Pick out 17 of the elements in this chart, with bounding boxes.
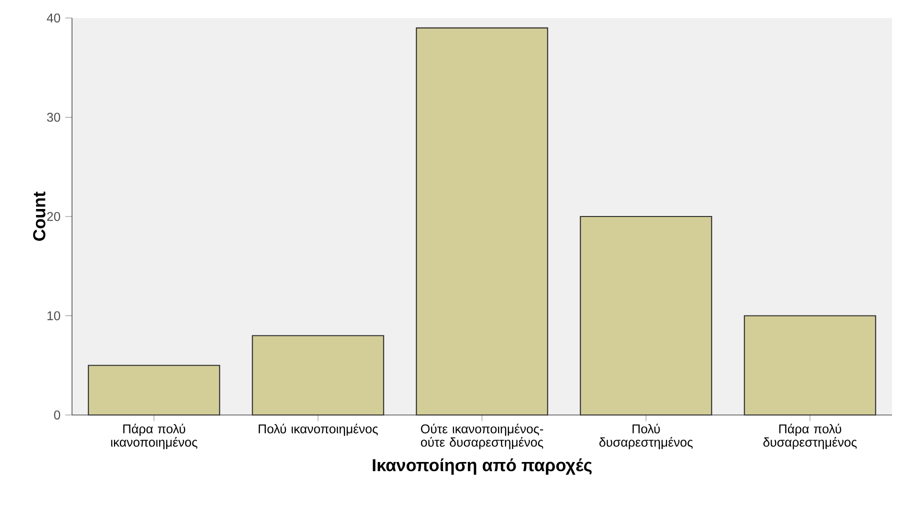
y-axis-title: Count: [33, 192, 46, 241]
y-tick-label: 10: [48, 311, 60, 320]
x-tick-label: Ούτε ικανοποιημένος- ούτε δυσαρεστημένος: [420, 424, 544, 450]
y-tick-label: 30: [47, 112, 60, 122]
bar: [88, 364, 220, 416]
x-tick-label: Πάρα πολύ δυσαρεστημένος: [763, 424, 857, 450]
x-tick-label: Πολύ ικανοποιημένος: [258, 424, 378, 436]
x-axis-title: Ικανοποίηση από παροχές: [372, 458, 592, 475]
bar: [580, 216, 712, 416]
bar: [416, 27, 548, 416]
y-tick-label: 20: [47, 212, 60, 221]
x-tick-label: Πάρα πολύ ικανοποιημένος: [111, 424, 198, 450]
bar: [252, 335, 384, 416]
bar: [744, 315, 876, 416]
y-tick-label: 0: [54, 410, 60, 420]
x-tick-label: Πολύ δυσαρεστημένος: [599, 424, 693, 450]
y-tick-label: 40: [46, 14, 60, 22]
